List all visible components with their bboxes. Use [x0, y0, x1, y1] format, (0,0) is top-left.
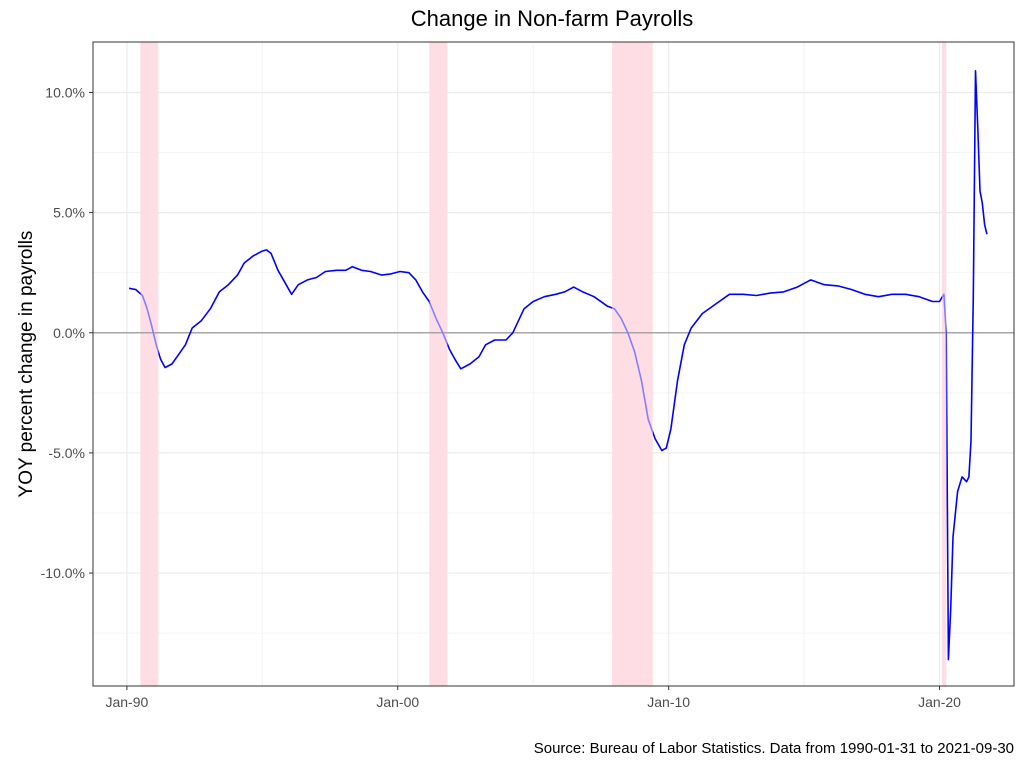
y-tick-label: 5.0%	[53, 205, 85, 221]
grid-lines	[93, 42, 1014, 686]
y-tick-label: -5.0%	[48, 445, 85, 461]
y-axis-label: YOY percent change in payrolls	[16, 231, 37, 498]
recession-band	[612, 42, 653, 686]
recession-band	[941, 42, 947, 686]
source-caption: Source: Bureau of Labor Statistics. Data…	[533, 740, 1014, 757]
recession-band	[140, 42, 159, 686]
y-tick-label: 10.0%	[45, 84, 85, 100]
series-line-payrolls	[128, 70, 988, 661]
plot-panel-border	[92, 41, 1015, 687]
recession-band	[429, 42, 448, 686]
y-tick-label: 0.0%	[53, 325, 85, 341]
x-tick-label: Jan-10	[647, 694, 690, 710]
recession-bands	[140, 42, 947, 686]
y-tick-label: -10.0%	[41, 565, 85, 581]
x-tick-label: Jan-90	[105, 694, 148, 710]
x-tick-label: Jan-20	[918, 694, 961, 710]
chart-title: Change in Non-farm Payrolls	[410, 6, 694, 31]
x-tick-label: Jan-00	[376, 694, 419, 710]
axis-ticks: 10.0% 5.0% 0.0% -5.0% -10.0% Jan-90 Jan-00 Jan-…	[41, 84, 962, 710]
